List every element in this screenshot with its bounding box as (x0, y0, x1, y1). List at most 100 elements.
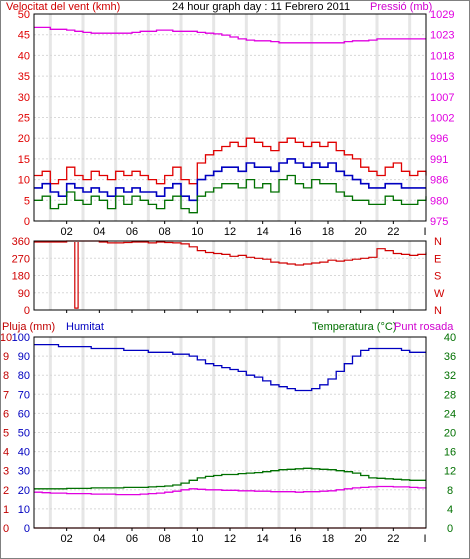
x-tick-label: 22 (387, 226, 399, 238)
temperature-tick-label: 32 (444, 370, 456, 382)
wind-panel-series (34, 26, 427, 214)
temperature-tick-label: 20 (444, 428, 456, 440)
humidity-tick-label: 100 (12, 332, 30, 344)
humidity-tick-label: 20 (18, 485, 30, 497)
wind-panel-axes: 0510152025303540455097598098699199610021… (18, 9, 455, 238)
right-tick-label: 991 (430, 154, 448, 166)
wind-panel-grid (34, 14, 426, 221)
x-tick-label: 02 (61, 226, 73, 238)
direction-tick-label: 90 (18, 288, 30, 300)
right-tick-label: 980 (430, 195, 448, 207)
series-direction (34, 240, 427, 266)
hour-band (375, 337, 379, 528)
x-tick-label: 16 (289, 533, 301, 545)
left-tick-label: 25 (18, 113, 30, 125)
left-tick-label: 45 (18, 30, 30, 42)
x-tick-label: 06 (126, 226, 138, 238)
compass-label: N (434, 305, 442, 317)
hour-band (342, 14, 346, 221)
left-tick-label: 35 (18, 71, 30, 83)
left-tick-label: 5 (24, 195, 30, 207)
x-tick-label: 10 (191, 226, 203, 238)
hour-band (179, 14, 183, 221)
x-tick-label: 18 (322, 226, 334, 238)
hour-band (212, 337, 216, 528)
hour-band (375, 14, 379, 221)
left-tick-label: 30 (18, 92, 30, 104)
hour-band (179, 241, 183, 310)
temperature-tick-label: 0 (447, 523, 453, 535)
humidity-panel-grid (34, 337, 426, 528)
compass-label: S (434, 271, 441, 283)
temperature-tick-label: 12 (444, 466, 456, 478)
x-tick-label: 20 (355, 226, 367, 238)
hour-band (212, 14, 216, 221)
rain-tick-label: 5 (3, 428, 9, 440)
temperature-tick-label: 24 (444, 408, 456, 420)
left-tick-label: 10 (18, 175, 30, 187)
temperature-tick-label: 16 (444, 447, 456, 459)
dewpoint-title: Punt rosada (394, 321, 454, 333)
x-tick-label: 20 (355, 533, 367, 545)
x-tick-label: I (423, 226, 426, 238)
hour-band (408, 14, 412, 221)
humidity-tick-label: 80 (18, 370, 30, 382)
temperature-tick-label: 40 (444, 332, 456, 344)
humidity-panel-axes: 0123456789100102030405060708090100048121… (0, 332, 456, 545)
x-tick-label: 04 (93, 226, 105, 238)
series-pressure (34, 26, 426, 44)
x-tick-label: 06 (126, 533, 138, 545)
pressure-title: Pressió (mb) (370, 1, 432, 13)
x-tick-label: 22 (387, 533, 399, 545)
temperature-tick-label: 8 (447, 485, 453, 497)
right-tick-label: 996 (430, 133, 448, 145)
x-tick-label: 16 (289, 226, 301, 238)
x-tick-label: I (423, 533, 426, 545)
right-tick-label: 986 (430, 175, 448, 187)
hour-band (342, 337, 346, 528)
series-average (34, 158, 426, 202)
direction-tick-label: 360 (12, 236, 30, 248)
hour-band (146, 241, 150, 310)
rain-tick-label: 7 (3, 389, 9, 401)
temperature-tick-label: 4 (447, 504, 453, 516)
x-tick-label: 10 (191, 533, 203, 545)
hour-band (408, 337, 412, 528)
direction-tick-label: 270 (12, 253, 30, 265)
humidity-tick-label: 90 (18, 351, 30, 363)
x-tick-label: 08 (159, 226, 171, 238)
compass-label: N (434, 236, 442, 248)
compass-label: W (434, 288, 445, 300)
x-tick-label: 12 (224, 533, 236, 545)
hour-band (146, 337, 150, 528)
humidity-title: Humitat (66, 321, 104, 333)
hour-band (179, 337, 183, 528)
temperature-tick-label: 36 (444, 351, 456, 363)
right-tick-label: 975 (430, 216, 448, 228)
temperature-title: Temperatura (°C) (312, 321, 396, 333)
left-tick-label: 40 (18, 50, 30, 62)
series-humidity (34, 343, 426, 392)
series-dew_point (34, 485, 427, 496)
x-tick-label: 04 (93, 533, 105, 545)
humidity-tick-label: 60 (18, 408, 30, 420)
right-tick-label: 1029 (430, 9, 454, 21)
rain-tick-label: 8 (3, 370, 9, 382)
x-tick-label: 08 (159, 533, 171, 545)
x-tick-label: 02 (61, 533, 73, 545)
left-tick-label: 20 (18, 133, 30, 145)
direction-tick-label: 180 (12, 271, 30, 283)
hour-band (375, 241, 379, 310)
rain-title: Pluja (mm) (2, 321, 55, 333)
humidity-tick-label: 50 (18, 428, 30, 440)
x-tick-label: 14 (257, 533, 269, 545)
left-tick-label: 50 (18, 9, 30, 21)
compass-label: E (434, 253, 441, 265)
rain-tick-label: 10 (0, 332, 12, 344)
temperature-tick-label: 28 (444, 389, 456, 401)
right-tick-label: 1023 (430, 30, 454, 42)
x-tick-label: 18 (322, 533, 334, 545)
humidity-tick-label: 30 (18, 466, 30, 478)
